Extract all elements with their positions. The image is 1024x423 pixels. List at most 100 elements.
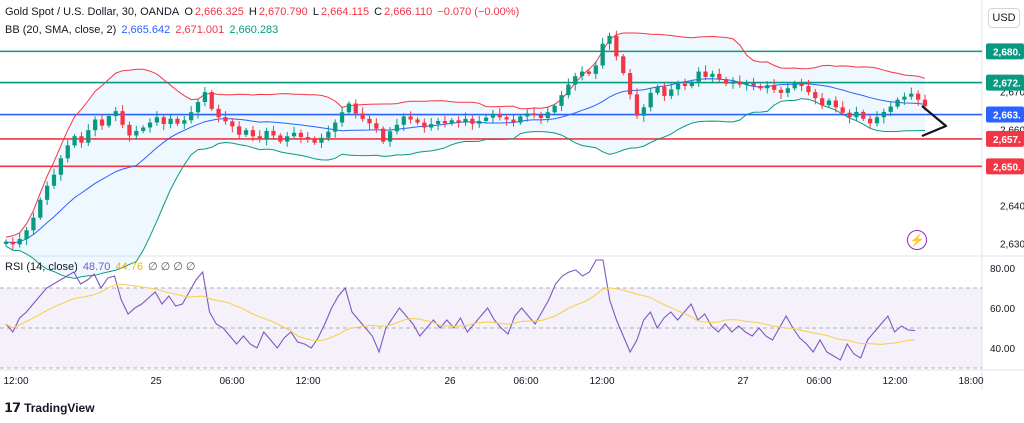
candle-body: [333, 122, 338, 132]
candle-body: [202, 92, 208, 102]
currency-button[interactable]: USD: [988, 8, 1020, 28]
low-label: L: [312, 6, 319, 18]
candle-body: [902, 96, 907, 100]
candle-body: [381, 128, 386, 142]
candle-body: [538, 114, 544, 118]
candle-body: [250, 130, 256, 137]
candle-body: [758, 86, 763, 89]
close-label: C: [374, 6, 383, 18]
candle-body: [360, 113, 365, 119]
candle-body: [99, 119, 105, 126]
candle-body: [881, 111, 886, 118]
candle-body: [586, 71, 592, 74]
time-tick-label: 25: [150, 376, 162, 387]
candle-body: [38, 199, 43, 218]
candle-body: [237, 126, 242, 135]
rsi-extra: ∅ ∅ ∅ ∅: [148, 261, 196, 273]
candle-body: [525, 113, 530, 117]
candle-body: [312, 138, 317, 143]
tradingview-logo-icon: 𝟭𝟳: [4, 400, 21, 415]
rsi-value: 48.70: [82, 261, 111, 273]
candle-body: [346, 103, 352, 113]
candle-body: [209, 92, 214, 109]
time-tick-label: 18:00: [958, 376, 983, 387]
open-value: 2,666.325: [194, 6, 244, 18]
candle-body: [189, 112, 194, 121]
rsi-label: RSI (14, close): [5, 261, 78, 273]
candle-body: [10, 241, 15, 245]
candle-body: [230, 121, 235, 127]
candle-body: [641, 107, 646, 116]
candle-body: [86, 130, 91, 143]
close-value: 2,666.110: [384, 6, 433, 18]
price-tick-label: 2,660: [1000, 125, 1024, 136]
price-level-tag: [986, 106, 1024, 123]
candle-body: [394, 124, 400, 132]
candle-body: [93, 119, 98, 131]
candle-body: [545, 112, 550, 118]
candle-body: [353, 103, 358, 114]
candle-body: [175, 118, 180, 124]
time-tick-label: 12:00: [3, 376, 28, 387]
candle-body: [161, 117, 166, 125]
candle-body: [922, 99, 928, 107]
candle-body: [120, 111, 125, 125]
bb-basis-value: 2,665.642: [121, 24, 171, 36]
change-value: −0.070 (−0.00%): [437, 6, 520, 18]
price-level-tag-label: 2,663.: [993, 111, 1021, 122]
candle-body: [449, 120, 454, 124]
candle-body: [305, 137, 310, 139]
candle-body: [326, 131, 331, 138]
price-tick-label: 2,640: [1000, 202, 1024, 213]
candle-body: [429, 124, 434, 128]
candle-body: [367, 118, 372, 124]
candle-body: [833, 100, 838, 108]
candle-body: [58, 158, 63, 175]
candle-body: [820, 98, 825, 106]
candle-body: [861, 111, 866, 119]
flash-icon[interactable]: ⚡: [907, 230, 927, 250]
candle-body: [504, 117, 509, 120]
candle-body: [696, 71, 701, 82]
candle-body: [826, 100, 832, 106]
candle-body: [147, 122, 153, 128]
bb-upper-value: 2,671.001: [175, 24, 225, 36]
candle-body: [408, 116, 413, 120]
bb-upper-line: [5, 32, 926, 238]
candle-body: [847, 112, 852, 118]
candle-body: [552, 105, 557, 113]
tradingview-branding[interactable]: 𝟭𝟳 TradingView: [4, 400, 95, 416]
candle-body: [3, 241, 9, 244]
candle-body: [655, 86, 660, 93]
candle-body: [854, 111, 859, 118]
candle-body: [518, 116, 523, 123]
candle-body: [106, 116, 111, 126]
time-tick-label: 06:00: [513, 376, 538, 387]
candle-body: [751, 82, 756, 87]
candle-body: [689, 81, 694, 87]
time-tick-label: 12:00: [589, 376, 614, 387]
candle-body: [291, 132, 297, 137]
rsi-ma-line: [5, 283, 916, 345]
rsi-legend: RSI (14, close) 48.70 44.76 ∅ ∅ ∅ ∅: [5, 260, 198, 273]
candle-body: [31, 217, 36, 231]
price-level-tag: [986, 74, 1024, 91]
candle-body: [72, 136, 77, 146]
candle-body: [874, 117, 880, 124]
candle-body: [45, 185, 50, 200]
candle-body: [593, 65, 598, 74]
candle-body: [765, 85, 770, 89]
bb-lower-value: 2,660.283: [229, 24, 279, 36]
candle-body: [127, 124, 132, 136]
candle-body: [559, 95, 564, 106]
candle-body: [216, 108, 221, 118]
rsi-tick-label: 80.00: [990, 264, 1015, 275]
candle-body: [744, 82, 749, 85]
candle-body: [339, 112, 345, 123]
candle-body: [566, 84, 571, 96]
candle-body: [422, 122, 427, 128]
candle-body: [813, 92, 818, 99]
candle-body: [703, 71, 708, 77]
candle-body: [614, 35, 619, 57]
